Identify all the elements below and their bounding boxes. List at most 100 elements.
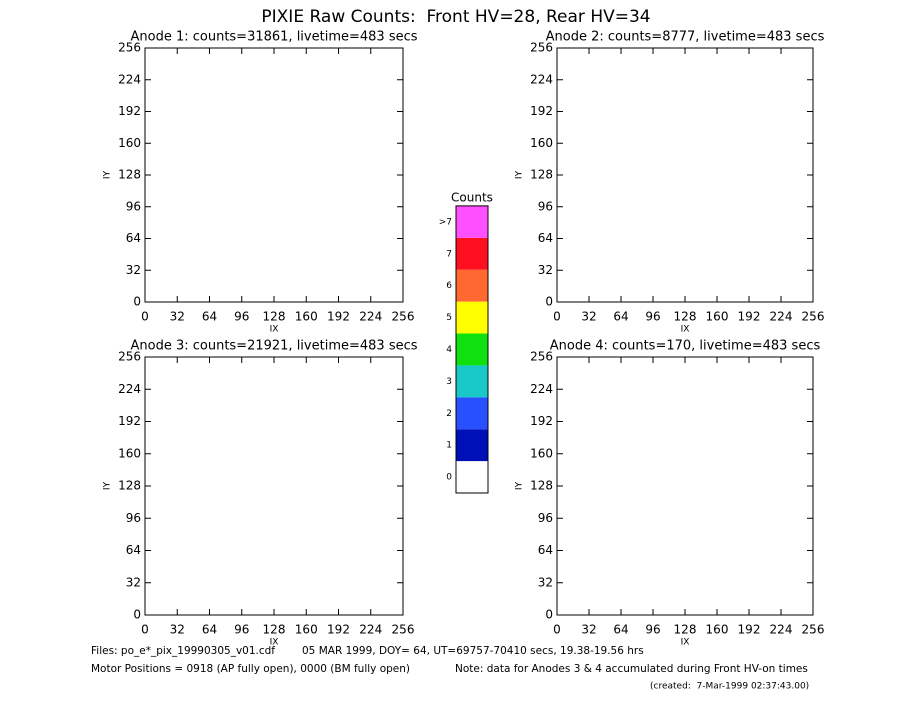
x-tick-label: 160 [706,623,729,637]
x-tick-label: 64 [202,310,217,324]
x-tick-label: 0 [141,623,149,637]
y-tick-label: 192 [530,104,553,118]
color-swatch [456,397,488,430]
x-tick-label: 96 [234,310,249,324]
y-tick-label: 64 [126,543,141,557]
x-tick-label: 224 [359,310,382,324]
x-tick-label: 224 [359,623,382,637]
y-tick-label: 224 [530,382,553,396]
x-tick-label: 224 [770,310,793,324]
y-axis-label: IY [515,170,525,179]
y-tick-label: 160 [530,446,553,460]
x-tick-label: 256 [392,623,415,637]
x-tick-label: 128 [263,310,286,324]
x-tick-label: 192 [327,623,350,637]
x-tick-label: 224 [770,623,793,637]
y-axis-label: IY [103,481,113,490]
y-tick-label: 64 [538,231,553,245]
footer-motor: Motor Positions = 0918 (AP fully open), … [91,663,410,675]
y-tick-label: 128 [118,168,141,182]
panel-title: Anode 4: counts=170, livetime=483 secs [550,339,821,354]
plot-frame [556,356,814,616]
panel-title: Anode 1: counts=31861, livetime=483 secs [130,30,417,45]
y-tick-label: 96 [538,199,553,213]
x-tick-label: 256 [802,623,825,637]
y-tick-label: 96 [538,511,553,525]
x-tick-label: 0 [553,623,561,637]
figure-title: PIXIE Raw Counts: Front HV=28, Rear HV=3… [261,7,650,27]
y-tick-label: 256 [530,41,553,55]
y-tick-label: 64 [126,231,141,245]
color-swatch [456,429,488,462]
y-tick-label: 32 [538,263,553,277]
color-swatch [456,333,488,366]
plot-frame [144,47,404,303]
footer-note: Note: data for Anodes 3 & 4 accumulated … [455,663,808,675]
x-tick-label: 64 [613,623,628,637]
color-swatch [456,461,488,493]
y-tick-label: 224 [118,72,141,86]
y-axis-label: IY [103,170,113,179]
colorbar-label: 0 [446,473,452,483]
color-swatch [456,237,488,270]
y-tick-label: 256 [118,41,141,55]
colorbar-label: 3 [446,377,452,387]
y-tick-label: 192 [118,414,141,428]
y-tick-label: 224 [530,72,553,86]
x-tick-label: 0 [553,310,561,324]
colorbar-label: 4 [446,345,452,355]
plot-frame [144,356,404,616]
color-swatch [456,269,488,302]
x-tick-label: 160 [295,623,318,637]
colorbar-frame [455,205,489,494]
y-tick-label: 224 [118,382,141,396]
x-tick-label: 192 [738,310,761,324]
x-tick-label: 128 [263,623,286,637]
x-tick-label: 96 [645,310,660,324]
y-tick-label: 32 [538,575,553,589]
colorbar-label: 6 [446,281,452,291]
y-tick-label: 192 [118,104,141,118]
colorbar-label: 5 [446,313,452,323]
x-tick-label: 32 [581,310,596,324]
x-tick-label: 160 [706,310,729,324]
color-swatch [456,205,488,238]
panel-title: Anode 3: counts=21921, livetime=483 secs [130,339,417,354]
y-tick-label: 128 [530,479,553,493]
y-tick-label: 160 [118,446,141,460]
x-tick-label: 64 [202,623,217,637]
y-tick-label: 64 [538,543,553,557]
x-tick-label: 0 [141,310,149,324]
y-tick-label: 0 [545,295,553,309]
y-tick-label: 0 [545,608,553,622]
x-tick-label: 32 [170,310,185,324]
x-tick-label: 256 [802,310,825,324]
y-tick-label: 96 [126,511,141,525]
plot-frame [556,47,814,303]
x-axis-label: IX [681,325,690,335]
y-tick-label: 128 [530,168,553,182]
x-tick-label: 256 [392,310,415,324]
y-tick-label: 192 [530,414,553,428]
colorbar-title: Counts [451,191,493,205]
y-tick-label: 160 [118,136,141,150]
y-tick-label: 256 [530,350,553,364]
color-swatch [456,365,488,398]
x-tick-label: 32 [170,623,185,637]
colorbar-label: >7 [439,217,452,227]
y-tick-label: 128 [118,479,141,493]
x-tick-label: 192 [327,310,350,324]
x-axis-label: IX [681,638,690,648]
y-tick-label: 0 [133,295,141,309]
x-tick-label: 32 [581,623,596,637]
colorbar-label: 2 [446,409,452,419]
x-tick-label: 128 [674,623,697,637]
x-tick-label: 96 [234,623,249,637]
y-axis-label: IY [515,481,525,490]
colorbar-label: 7 [446,249,452,259]
y-tick-label: 32 [126,575,141,589]
x-tick-label: 64 [613,310,628,324]
y-tick-label: 256 [118,350,141,364]
y-tick-label: 32 [126,263,141,277]
